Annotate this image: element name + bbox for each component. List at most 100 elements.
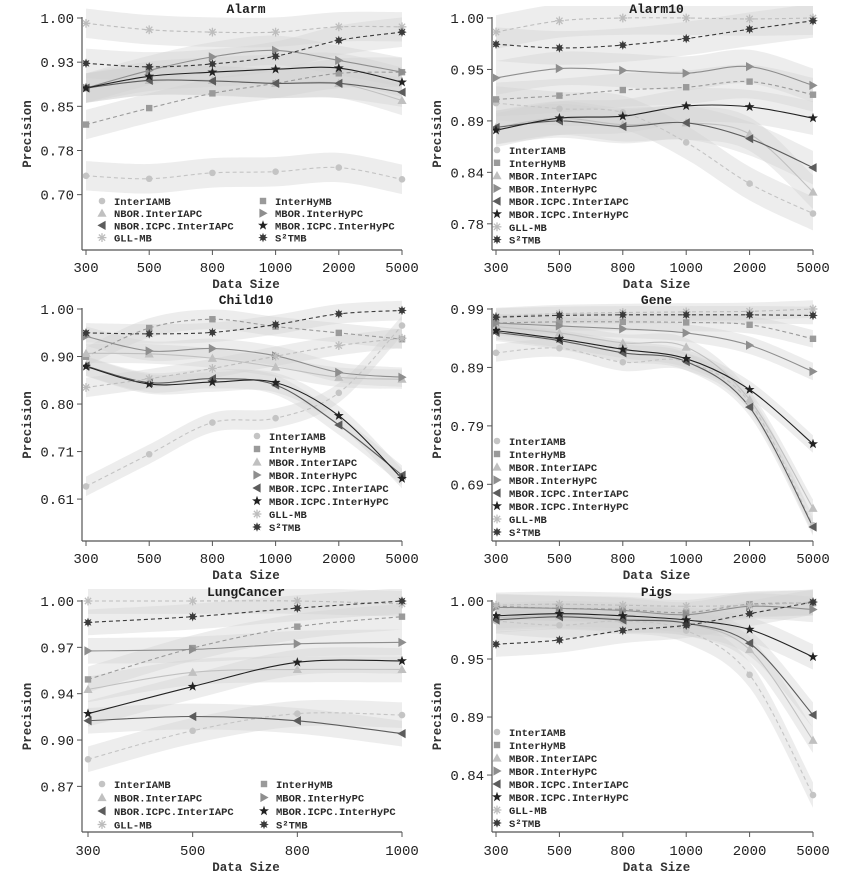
- legend-circle-icon: [253, 432, 261, 440]
- x-tick-label: 5000: [796, 844, 830, 860]
- y-tick-label: 1.00: [40, 595, 74, 611]
- gene-interhymb-point-2000: [746, 321, 753, 328]
- chart-title: Alarm10: [629, 2, 684, 17]
- legend-label: InterHyMB: [509, 450, 566, 462]
- legend-square-icon: [260, 780, 268, 788]
- alarm-mbor-icpc-interiapc-line: [85, 79, 403, 93]
- pigs-s2tmb-point-1000: [681, 620, 691, 631]
- child10-mbor-interhypc-band: [86, 326, 402, 387]
- alarm-mbor-interhypc-point-800: [208, 52, 217, 62]
- chart-title: Child10: [219, 293, 274, 308]
- child10-s2tmb-point-800: [207, 327, 218, 338]
- gene-mbor-interhypc-point-300: [493, 318, 501, 328]
- lungcancer-s2tmb-line: [87, 600, 403, 623]
- legend-triangle-right-icon: [493, 183, 502, 193]
- child10-mbor-interiapc-point-300: [83, 348, 91, 357]
- legend-item: MBOR.ICPC.InterIAPC: [492, 196, 629, 209]
- y-tick-label: 1.00: [40, 303, 74, 319]
- chart-title: LungCancer: [207, 585, 285, 600]
- lungcancer-gll-mb-band: [88, 589, 402, 617]
- alarm10-gll-mb-point-2000: [745, 14, 754, 24]
- x-axis-label: Data Size: [623, 569, 691, 583]
- x-tick-label: 1000: [259, 552, 293, 568]
- child10-mbor-icpc-interhypc-band: [86, 356, 402, 489]
- legend-item: InterIAMB: [493, 437, 566, 449]
- legend-item: InterHyMB: [253, 445, 326, 457]
- legend-star-icon: [492, 500, 502, 511]
- legend-item: MBOR.ICPC.InterHyPC: [492, 791, 629, 805]
- gene-interiamb-point-500: [556, 344, 563, 352]
- legend-label: S²TMB: [275, 234, 307, 246]
- confidence-bands: [496, 6, 813, 231]
- legend-starburst-icon: [258, 232, 268, 243]
- pigs-mbor-interhypc-band: [496, 593, 813, 628]
- child10-mbor-interhypc-point-5000: [398, 372, 407, 382]
- legend-label: NBOR.ICPC.InterIAPC: [114, 807, 234, 819]
- alarm-mbor-icpc-interiapc-point-2000: [334, 78, 343, 88]
- pigs-gll-mb-point-800: [618, 600, 628, 610]
- legend-item: InterHyMB: [259, 197, 332, 209]
- pigs-gll-mb-band: [496, 589, 813, 619]
- legend-label: MBOR.InterIAPC: [509, 463, 598, 475]
- legend-label: MBOR.ICPC.InterIAPC: [509, 197, 629, 209]
- legend-item: MBOR.InterHyPC: [259, 208, 364, 221]
- alarm-gll-mb-point-800: [208, 27, 217, 37]
- alarm-interhymb-point-300: [83, 121, 90, 128]
- lungcancer-mbor-interiapc-line: [87, 668, 403, 690]
- legend-asterisk-icon: [97, 233, 107, 242]
- child10-mbor-interiapc-point-800: [207, 353, 217, 362]
- plot-area-alarm: [83, 8, 407, 195]
- alarm-mbor-icpc-interiapc-point-1000: [271, 78, 280, 88]
- legend-label: S²TMB: [276, 821, 308, 833]
- child10-mbor-icpc-interhypc-point-2000: [333, 410, 344, 420]
- legend-label: MBOR.InterIAPC: [269, 458, 358, 470]
- legend-starburst-icon: [492, 527, 502, 537]
- lungcancer-interhymb-point-800: [294, 623, 301, 630]
- child10-interhymb-point-2000: [335, 329, 342, 337]
- legend-label: MBOR.ICPC.InterHyPC: [509, 210, 629, 222]
- legend-label: InterIAMB: [114, 197, 171, 209]
- y-tick-label: 0.87: [40, 780, 74, 796]
- lungcancer-mbor-interiapc-point-300: [83, 684, 93, 694]
- alarm-mbor-icpc-interiapc-band: [86, 65, 402, 107]
- gene-mbor-interiapc-point-1000: [681, 342, 691, 351]
- confidence-bands: [86, 8, 402, 195]
- gene-mbor-icpc-interiapc-band: [496, 323, 813, 536]
- alarm-s2tmb-point-800: [207, 59, 218, 69]
- legend-triangle-left-icon: [252, 483, 261, 493]
- chart-title: Alarm: [226, 2, 265, 17]
- gene-interiamb-point-300: [493, 349, 500, 357]
- legend-item: GLL-MB: [252, 509, 308, 522]
- alarm10-mbor-icpc-interiapc-point-1000: [681, 118, 690, 128]
- child10-mbor-icpc-interiapc-band: [86, 356, 402, 485]
- alarm-gll-mb-point-1000: [271, 27, 280, 37]
- alarm-s2tmb-band: [86, 17, 402, 82]
- lungcancer-interhymb-point-300: [84, 676, 92, 683]
- lungcancer-mbor-interiapc-band: [88, 656, 402, 703]
- alarm-mbor-interhypc-point-1000: [272, 45, 281, 55]
- alarm10-interiamb-point-500: [556, 105, 563, 113]
- legend-triangle-up-icon: [252, 457, 262, 466]
- alarm10-interhymb-point-300: [493, 96, 500, 103]
- y-axis-label: Precision: [21, 100, 35, 168]
- lungcancer-mbor-interiapc-point-800: [292, 664, 302, 674]
- gene-s2tmb-band: [496, 306, 813, 326]
- legend-triangle-up-icon: [97, 792, 107, 802]
- gene-mbor-interhypc-point-1000: [682, 328, 691, 338]
- lungcancer-mbor-icpc-interiapc-point-1000: [397, 729, 406, 739]
- x-tick-label: 300: [483, 261, 508, 277]
- legend-circle-icon: [98, 780, 106, 788]
- legend-label: GLL-MB: [114, 234, 153, 246]
- legend-item: MBOR.ICPC.InterHyPC: [258, 220, 395, 233]
- legend-item: GLL-MB: [492, 514, 548, 527]
- legend-label: MBOR.InterHyPC: [509, 767, 598, 779]
- gene-gll-mb-line: [495, 308, 814, 318]
- legend-item: InterIAMB: [493, 146, 566, 158]
- y-tick-label: 1.00: [450, 595, 484, 611]
- legend-item: InterHyMB: [493, 159, 566, 171]
- legend-triangle-right-icon: [259, 208, 268, 218]
- lungcancer-mbor-icpc-interhypc-band: [88, 647, 402, 727]
- gene-interiamb-point-800: [619, 358, 627, 366]
- lungcancer-interiamb-band: [88, 699, 402, 773]
- alarm10-interhymb-point-500: [556, 92, 563, 99]
